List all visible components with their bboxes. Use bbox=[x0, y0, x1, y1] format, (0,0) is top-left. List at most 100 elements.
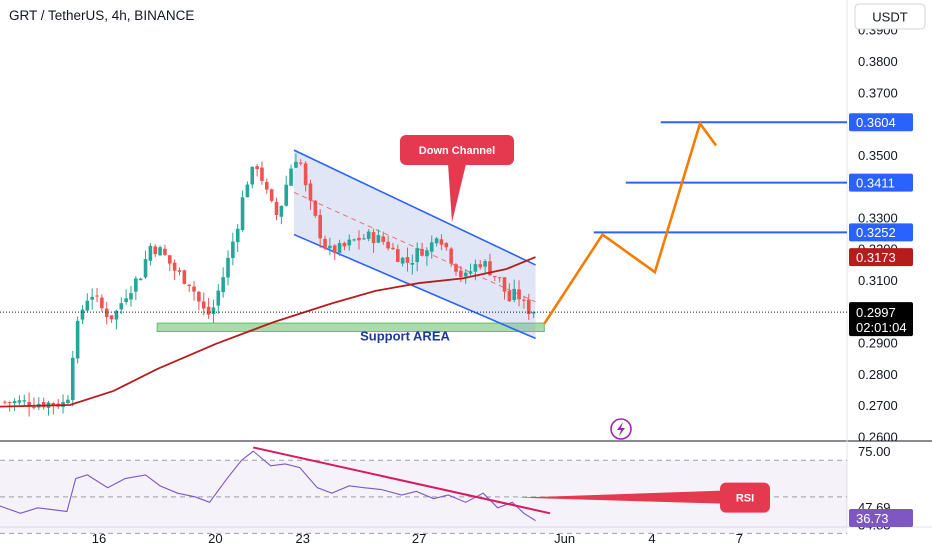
candle-body bbox=[260, 167, 264, 181]
candle-body bbox=[80, 309, 85, 320]
support-area-label: Support AREA bbox=[360, 329, 450, 344]
candle-body bbox=[255, 166, 259, 170]
candle-body bbox=[362, 238, 366, 240]
chart-title: GRT / TetherUS, 4h, BINANCE bbox=[9, 8, 194, 23]
candle-body bbox=[124, 298, 128, 303]
candle-body bbox=[507, 290, 512, 302]
candle-body bbox=[177, 270, 182, 272]
candle-body bbox=[32, 407, 36, 409]
candle-body bbox=[182, 270, 187, 284]
rsi-callout-pointer bbox=[518, 490, 722, 504]
countdown-tag: 02:01:04 bbox=[856, 320, 907, 335]
currency-button-label[interactable]: USDT bbox=[872, 10, 907, 25]
candle-body bbox=[221, 277, 225, 293]
candle-body bbox=[444, 243, 449, 248]
time-axis-tick: Jun bbox=[554, 531, 575, 546]
candle-body bbox=[153, 246, 158, 255]
candle-body bbox=[522, 299, 526, 301]
candle-body bbox=[294, 161, 298, 168]
candle-body bbox=[478, 264, 483, 268]
candle-body bbox=[206, 306, 211, 315]
candle-body bbox=[7, 402, 12, 404]
candle-body bbox=[405, 257, 410, 263]
candle-body bbox=[90, 296, 94, 300]
candle-body bbox=[138, 278, 143, 281]
candle-body bbox=[41, 402, 46, 408]
candle-body bbox=[371, 232, 376, 244]
candle-body bbox=[269, 189, 274, 201]
time-axis-tick: 4 bbox=[648, 531, 655, 546]
candle-body bbox=[420, 248, 424, 256]
candle-body bbox=[104, 308, 109, 318]
candle-body bbox=[502, 277, 507, 292]
time-axis-tick: 20 bbox=[208, 531, 222, 546]
target-level-tag-bg bbox=[849, 173, 913, 192]
candle-body bbox=[308, 183, 313, 201]
candle-body bbox=[323, 238, 327, 249]
candle-body bbox=[298, 162, 303, 164]
target-level-tag: 0.3252 bbox=[856, 225, 896, 240]
candle-body bbox=[109, 315, 114, 320]
candle-body bbox=[201, 301, 206, 309]
rsi-value-tag-bg bbox=[849, 509, 913, 528]
rsi-axis-tick: 75.00 bbox=[858, 444, 891, 459]
candle-body bbox=[75, 320, 80, 359]
candle-body bbox=[488, 261, 492, 276]
moving-average-line[interactable] bbox=[0, 256, 536, 408]
time-axis-tick: 16 bbox=[92, 531, 106, 546]
candle-body bbox=[192, 286, 196, 292]
rsi-divergence-line[interactable] bbox=[253, 446, 551, 515]
candle-body bbox=[366, 231, 371, 239]
moving-average-tag: 0.3173 bbox=[856, 250, 896, 265]
price-axis-tick: 0.3100 bbox=[858, 273, 898, 288]
candle-body bbox=[512, 288, 517, 301]
candle-body bbox=[400, 257, 405, 264]
candle-body bbox=[265, 182, 269, 190]
candle-body bbox=[17, 400, 22, 403]
candle-body bbox=[381, 236, 386, 242]
time-axis-tick: 23 bbox=[295, 531, 309, 546]
lightning-icon[interactable] bbox=[610, 418, 632, 440]
time-axis-tick: 7 bbox=[736, 531, 743, 546]
candle-body bbox=[100, 297, 104, 309]
price-axis-tick: 0.2600 bbox=[858, 429, 898, 444]
candle-body bbox=[284, 184, 289, 206]
target-level-tag-bg bbox=[849, 113, 913, 132]
candle-body bbox=[459, 270, 463, 277]
projection-path[interactable] bbox=[543, 120, 718, 325]
candle-body bbox=[211, 307, 216, 314]
rsi-callout-box[interactable] bbox=[720, 482, 770, 513]
candle-body bbox=[129, 293, 133, 300]
down-channel-upper-line[interactable] bbox=[293, 149, 536, 266]
target-level-tag: 0.3411 bbox=[856, 175, 895, 190]
candle-body bbox=[352, 239, 356, 241]
currency-button[interactable]: USDT bbox=[854, 3, 926, 30]
candle-body bbox=[463, 272, 468, 277]
candle-body bbox=[303, 163, 308, 186]
target-level-tag: 0.3604 bbox=[856, 115, 896, 130]
candle-body bbox=[66, 399, 70, 404]
down-channel-callout-box[interactable] bbox=[400, 135, 514, 165]
rsi-callout-label: RSI bbox=[736, 493, 754, 505]
price-axis-tick: 0.2900 bbox=[858, 335, 898, 350]
down-channel-callout-pointer bbox=[448, 164, 466, 223]
candle-body bbox=[197, 291, 201, 302]
candle-body bbox=[395, 249, 400, 262]
candle-body bbox=[415, 248, 419, 263]
time-axis-tick: 27 bbox=[412, 531, 426, 546]
candle-body bbox=[473, 264, 478, 272]
price-axis-tick: 0.2800 bbox=[858, 367, 898, 382]
price-axis-tick: 0.3700 bbox=[858, 85, 898, 100]
candle-body bbox=[3, 401, 7, 403]
candle-body bbox=[391, 247, 395, 250]
price-axis-tick: 0.2700 bbox=[858, 398, 898, 413]
candle-body bbox=[172, 262, 177, 271]
price-axis-tick: 0.3800 bbox=[858, 54, 898, 69]
candle-body bbox=[332, 245, 337, 254]
candle-body bbox=[27, 401, 31, 407]
candle-body bbox=[119, 303, 124, 310]
candle-body bbox=[245, 184, 250, 198]
candle-body bbox=[425, 250, 429, 257]
candle-body bbox=[526, 299, 531, 314]
